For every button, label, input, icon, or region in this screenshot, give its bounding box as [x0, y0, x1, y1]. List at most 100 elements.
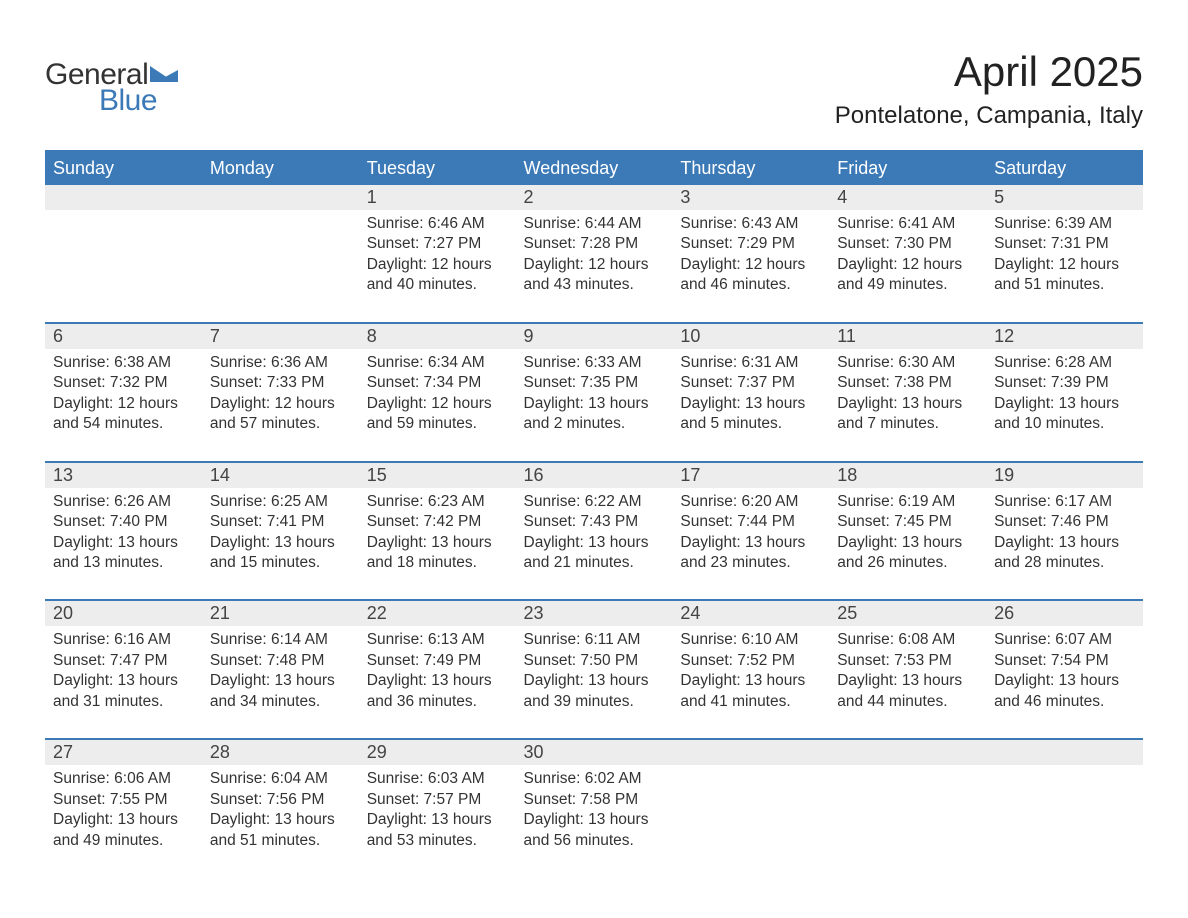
- day-number-cell: 2: [516, 185, 673, 210]
- day-content-cell: Sunrise: 6:38 AMSunset: 7:32 PMDaylight:…: [45, 349, 202, 462]
- daylight-line: Daylight: 13 hours and 28 minutes.: [994, 533, 1135, 574]
- day-content-cell: Sunrise: 6:10 AMSunset: 7:52 PMDaylight:…: [672, 626, 829, 739]
- daylight-line: Daylight: 12 hours and 43 minutes.: [524, 255, 665, 296]
- day-content-cell: Sunrise: 6:02 AMSunset: 7:58 PMDaylight:…: [516, 765, 673, 877]
- day-number-cell: 18: [829, 462, 986, 488]
- sunrise-line: Sunrise: 6:26 AM: [53, 492, 194, 512]
- day-header: Tuesday: [359, 151, 516, 185]
- sunset-line: Sunset: 7:34 PM: [367, 373, 508, 393]
- sunrise-line: Sunrise: 6:46 AM: [367, 214, 508, 234]
- daylight-line: Daylight: 13 hours and 23 minutes.: [680, 533, 821, 574]
- daylight-line: Daylight: 13 hours and 44 minutes.: [837, 671, 978, 712]
- day-content-cell: Sunrise: 6:23 AMSunset: 7:42 PMDaylight:…: [359, 488, 516, 601]
- day-content-cell: Sunrise: 6:33 AMSunset: 7:35 PMDaylight:…: [516, 349, 673, 462]
- day-number-cell: 1: [359, 185, 516, 210]
- logo-triangle-icon: [150, 64, 178, 84]
- day-number-cell: 13: [45, 462, 202, 488]
- sunset-line: Sunset: 7:40 PM: [53, 512, 194, 532]
- daylight-line: Daylight: 13 hours and 13 minutes.: [53, 533, 194, 574]
- sunset-line: Sunset: 7:41 PM: [210, 512, 351, 532]
- sunset-line: Sunset: 7:50 PM: [524, 651, 665, 671]
- sunset-line: Sunset: 7:54 PM: [994, 651, 1135, 671]
- sunrise-line: Sunrise: 6:08 AM: [837, 630, 978, 650]
- day-number-cell: [829, 739, 986, 765]
- day-content-cell: Sunrise: 6:41 AMSunset: 7:30 PMDaylight:…: [829, 210, 986, 323]
- day-header: Thursday: [672, 151, 829, 185]
- day-number-cell: 22: [359, 600, 516, 626]
- sunset-line: Sunset: 7:33 PM: [210, 373, 351, 393]
- day-number-cell: 17: [672, 462, 829, 488]
- sunrise-line: Sunrise: 6:07 AM: [994, 630, 1135, 650]
- sunrise-line: Sunrise: 6:17 AM: [994, 492, 1135, 512]
- sunset-line: Sunset: 7:43 PM: [524, 512, 665, 532]
- daylight-line: Daylight: 12 hours and 46 minutes.: [680, 255, 821, 296]
- sunset-line: Sunset: 7:52 PM: [680, 651, 821, 671]
- sunset-line: Sunset: 7:38 PM: [837, 373, 978, 393]
- day-content-cell: Sunrise: 6:44 AMSunset: 7:28 PMDaylight:…: [516, 210, 673, 323]
- sunset-line: Sunset: 7:48 PM: [210, 651, 351, 671]
- week-number-row: 6789101112: [45, 323, 1143, 349]
- sunset-line: Sunset: 7:46 PM: [994, 512, 1135, 532]
- day-number-cell: 26: [986, 600, 1143, 626]
- calendar-table: Sunday Monday Tuesday Wednesday Thursday…: [45, 150, 1143, 877]
- week-content-row: Sunrise: 6:06 AMSunset: 7:55 PMDaylight:…: [45, 765, 1143, 877]
- day-content-cell: Sunrise: 6:34 AMSunset: 7:34 PMDaylight:…: [359, 349, 516, 462]
- week-content-row: Sunrise: 6:46 AMSunset: 7:27 PMDaylight:…: [45, 210, 1143, 323]
- day-content-cell: Sunrise: 6:20 AMSunset: 7:44 PMDaylight:…: [672, 488, 829, 601]
- sunrise-line: Sunrise: 6:28 AM: [994, 353, 1135, 373]
- day-number-cell: 25: [829, 600, 986, 626]
- sunrise-line: Sunrise: 6:38 AM: [53, 353, 194, 373]
- day-content-cell: Sunrise: 6:39 AMSunset: 7:31 PMDaylight:…: [986, 210, 1143, 323]
- sunset-line: Sunset: 7:57 PM: [367, 790, 508, 810]
- day-number-cell: 12: [986, 323, 1143, 349]
- daylight-line: Daylight: 13 hours and 31 minutes.: [53, 671, 194, 712]
- day-number-cell: 6: [45, 323, 202, 349]
- day-header: Monday: [202, 151, 359, 185]
- sunrise-line: Sunrise: 6:39 AM: [994, 214, 1135, 234]
- day-content-cell: Sunrise: 6:28 AMSunset: 7:39 PMDaylight:…: [986, 349, 1143, 462]
- daylight-line: Daylight: 12 hours and 51 minutes.: [994, 255, 1135, 296]
- day-content-cell: Sunrise: 6:06 AMSunset: 7:55 PMDaylight:…: [45, 765, 202, 877]
- day-content-cell: Sunrise: 6:17 AMSunset: 7:46 PMDaylight:…: [986, 488, 1143, 601]
- daylight-line: Daylight: 13 hours and 5 minutes.: [680, 394, 821, 435]
- day-number-cell: 21: [202, 600, 359, 626]
- day-header: Friday: [829, 151, 986, 185]
- sunrise-line: Sunrise: 6:33 AM: [524, 353, 665, 373]
- daylight-line: Daylight: 13 hours and 2 minutes.: [524, 394, 665, 435]
- daylight-line: Daylight: 13 hours and 53 minutes.: [367, 810, 508, 851]
- day-number-cell: 7: [202, 323, 359, 349]
- sunset-line: Sunset: 7:35 PM: [524, 373, 665, 393]
- day-header: Saturday: [986, 151, 1143, 185]
- sunrise-line: Sunrise: 6:14 AM: [210, 630, 351, 650]
- sunrise-line: Sunrise: 6:20 AM: [680, 492, 821, 512]
- day-content-cell: Sunrise: 6:22 AMSunset: 7:43 PMDaylight:…: [516, 488, 673, 601]
- daylight-line: Daylight: 13 hours and 51 minutes.: [210, 810, 351, 851]
- day-number-cell: 5: [986, 185, 1143, 210]
- day-header-row: Sunday Monday Tuesday Wednesday Thursday…: [45, 151, 1143, 185]
- daylight-line: Daylight: 13 hours and 36 minutes.: [367, 671, 508, 712]
- day-number-cell: 28: [202, 739, 359, 765]
- day-content-cell: Sunrise: 6:30 AMSunset: 7:38 PMDaylight:…: [829, 349, 986, 462]
- sunrise-line: Sunrise: 6:04 AM: [210, 769, 351, 789]
- week-content-row: Sunrise: 6:16 AMSunset: 7:47 PMDaylight:…: [45, 626, 1143, 739]
- day-number-cell: 10: [672, 323, 829, 349]
- week-number-row: 13141516171819: [45, 462, 1143, 488]
- day-content-cell: Sunrise: 6:46 AMSunset: 7:27 PMDaylight:…: [359, 210, 516, 323]
- sunrise-line: Sunrise: 6:44 AM: [524, 214, 665, 234]
- day-content-cell: Sunrise: 6:19 AMSunset: 7:45 PMDaylight:…: [829, 488, 986, 601]
- daylight-line: Daylight: 12 hours and 49 minutes.: [837, 255, 978, 296]
- week-number-row: 20212223242526: [45, 600, 1143, 626]
- day-content-cell: [45, 210, 202, 323]
- day-content-cell: Sunrise: 6:16 AMSunset: 7:47 PMDaylight:…: [45, 626, 202, 739]
- day-number-cell: 9: [516, 323, 673, 349]
- sunrise-line: Sunrise: 6:06 AM: [53, 769, 194, 789]
- day-content-cell: [829, 765, 986, 877]
- day-content-cell: Sunrise: 6:08 AMSunset: 7:53 PMDaylight:…: [829, 626, 986, 739]
- daylight-line: Daylight: 12 hours and 40 minutes.: [367, 255, 508, 296]
- daylight-line: Daylight: 12 hours and 54 minutes.: [53, 394, 194, 435]
- sunrise-line: Sunrise: 6:30 AM: [837, 353, 978, 373]
- sunset-line: Sunset: 7:47 PM: [53, 651, 194, 671]
- day-number-cell: 4: [829, 185, 986, 210]
- sunrise-line: Sunrise: 6:31 AM: [680, 353, 821, 373]
- sunset-line: Sunset: 7:28 PM: [524, 234, 665, 254]
